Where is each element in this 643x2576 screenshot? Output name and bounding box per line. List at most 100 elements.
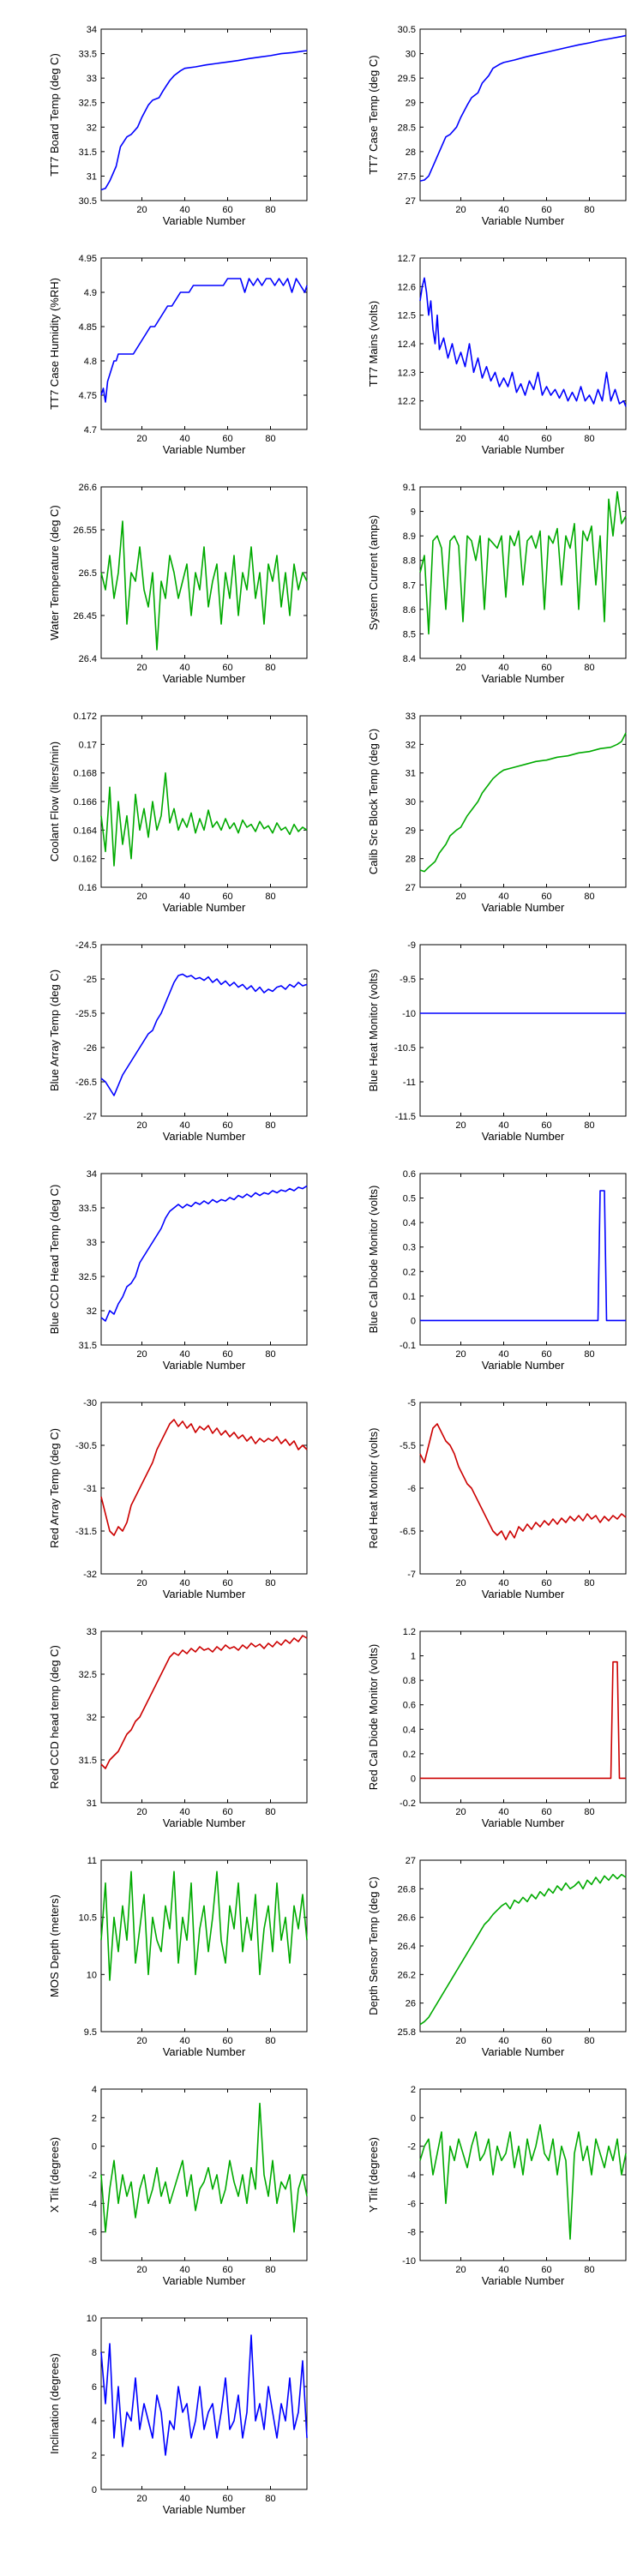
y-tick-label: 1.2 <box>403 1627 416 1637</box>
chart-1: 30.5 31 31.5 32 32.5 33 33.5 34 20 40 60 80 Variable… <box>48 25 308 227</box>
x-tick-label: 40 <box>179 1349 189 1360</box>
chart-21: 0 2 4 6 8 10 20 40 60 80 Variable Number Inclinatio… <box>48 2314 308 2516</box>
x-tick-label: 80 <box>265 2494 275 2504</box>
y-tick-label: -6 <box>407 1484 416 1494</box>
y-tick-label: 2 <box>92 2451 97 2461</box>
y-tick-label: 34 <box>87 1169 97 1180</box>
y-axis-label: Y Tilt (degrees) <box>367 2137 380 2213</box>
y-tick-label: -26.5 <box>75 1078 97 1088</box>
chart-6: 8.4 8.5 8.6 8.7 8.8 8.9 9 9.1 20 40 60 80 Variable N… <box>367 483 627 685</box>
x-tick-label: 60 <box>541 205 551 215</box>
x-tick-label: 20 <box>136 1120 147 1131</box>
y-tick-label: 9 <box>411 507 416 518</box>
y-tick-label: 8.9 <box>403 531 416 542</box>
plot-frame <box>100 1173 308 1346</box>
y-tick-label: 0 <box>411 1316 416 1326</box>
plot-frame <box>419 1630 627 1804</box>
y-tick-label: 0.6 <box>403 1169 416 1180</box>
plot-frame <box>100 1402 308 1575</box>
x-tick-label: 40 <box>498 892 508 902</box>
series-line <box>100 1185 308 1322</box>
y-tick-label: -11 <box>403 1078 416 1088</box>
y-tick-label: 0.3 <box>403 1243 416 1253</box>
x-axis-label: Variable Number <box>163 1816 246 1829</box>
y-tick-label: -30 <box>83 1398 97 1408</box>
y-tick-label: 0.8 <box>403 1676 416 1686</box>
x-tick-label: 60 <box>222 892 232 902</box>
x-tick-label: 40 <box>179 434 189 444</box>
x-tick-label: 60 <box>541 434 551 444</box>
y-tick-label: 32 <box>87 123 97 133</box>
y-tick-label: 9.1 <box>403 483 416 493</box>
x-tick-label: 40 <box>179 2494 189 2504</box>
x-tick-label: 20 <box>136 2494 147 2504</box>
y-tick-label: -0.1 <box>400 1341 416 1351</box>
series-line <box>419 1873 627 2026</box>
x-tick-label: 60 <box>222 2494 232 2504</box>
y-tick-label: 4 <box>92 2417 97 2427</box>
series-line <box>419 2123 627 2240</box>
y-tick-label: -6.5 <box>400 1527 416 1537</box>
x-tick-label: 40 <box>179 1120 189 1131</box>
y-tick-label: 33.5 <box>79 50 97 60</box>
chart-18: 25.8 26 26.2 26.4 26.6 26.8 27 20 40 60 80 Variable… <box>367 1856 627 2058</box>
chart-8: 27 28 29 30 31 32 33 20 40 60 80 Variable Number Cal… <box>367 712 627 914</box>
plot-frame <box>419 944 627 1117</box>
y-tick-label: 25.8 <box>398 2027 416 2038</box>
y-tick-label: 29 <box>406 826 416 836</box>
y-axis-label: Red Array Temp (deg C) <box>48 1428 61 1548</box>
y-tick-label: 26.5 <box>79 568 97 579</box>
y-tick-label: 4.85 <box>79 322 97 333</box>
y-axis-label: Coolant Flow (liters/min) <box>48 742 61 862</box>
series-line <box>419 732 627 873</box>
y-tick-label: -30.5 <box>75 1441 97 1451</box>
y-tick-label: 0 <box>411 1774 416 1784</box>
y-tick-label: -25 <box>83 975 97 985</box>
plot-frame <box>100 486 308 659</box>
x-axis-label: Variable Number <box>482 1588 565 1600</box>
y-tick-label: 27.5 <box>398 171 416 182</box>
series-line <box>100 1870 308 1981</box>
y-tick-label: 0 <box>92 2485 97 2495</box>
chart-19: -8 -6 -4 -2 0 2 4 20 40 60 80 Variable Number X Tilt… <box>48 2085 308 2287</box>
chart-14: -7 -6.5 -6 -5.5 -5 20 40 60 80 Variable Number Red… <box>367 1398 627 1600</box>
x-tick-label: 80 <box>265 205 275 215</box>
series-line <box>100 520 308 651</box>
y-tick-label: 8.7 <box>403 580 416 591</box>
y-tick-label: 12.5 <box>398 311 416 321</box>
y-tick-label: 2 <box>411 2085 416 2095</box>
x-tick-label: 20 <box>136 1807 147 1817</box>
x-tick-label: 80 <box>584 1807 594 1817</box>
x-tick-label: 80 <box>584 892 594 902</box>
y-tick-label: 33 <box>406 712 416 722</box>
y-tick-label: 0.17 <box>79 740 97 750</box>
y-tick-label: 33.5 <box>79 1204 97 1214</box>
x-tick-label: 40 <box>179 1578 189 1588</box>
series-line <box>100 2102 308 2233</box>
y-tick-label: 31.5 <box>79 1756 97 1766</box>
x-tick-label: 80 <box>265 2265 275 2275</box>
y-tick-label: -6 <box>407 2199 416 2209</box>
series-line <box>419 34 627 182</box>
x-tick-label: 80 <box>584 1349 594 1360</box>
x-tick-label: 60 <box>541 1349 551 1360</box>
x-tick-label: 80 <box>584 434 594 444</box>
x-tick-label: 20 <box>136 892 147 902</box>
plot-frame <box>419 715 627 888</box>
y-tick-label: 4 <box>92 2085 97 2095</box>
y-tick-label: 32.5 <box>79 1272 97 1282</box>
x-tick-label: 40 <box>498 1578 508 1588</box>
y-tick-label: 26.6 <box>398 1913 416 1924</box>
series-line <box>100 50 308 191</box>
x-tick-label: 60 <box>222 1578 232 1588</box>
y-tick-label: -6 <box>88 2228 97 2238</box>
y-axis-label: System Current (amps) <box>367 515 380 630</box>
y-tick-label: 27 <box>406 883 416 893</box>
y-tick-label: 0.1 <box>403 1292 416 1302</box>
x-tick-label: 20 <box>136 2265 147 2275</box>
x-axis-label: Variable Number <box>482 1816 565 1829</box>
x-tick-label: 20 <box>455 663 466 673</box>
x-tick-label: 60 <box>541 2265 551 2275</box>
y-tick-label: 8.5 <box>403 629 416 639</box>
y-tick-label: 26.4 <box>398 1942 416 1952</box>
